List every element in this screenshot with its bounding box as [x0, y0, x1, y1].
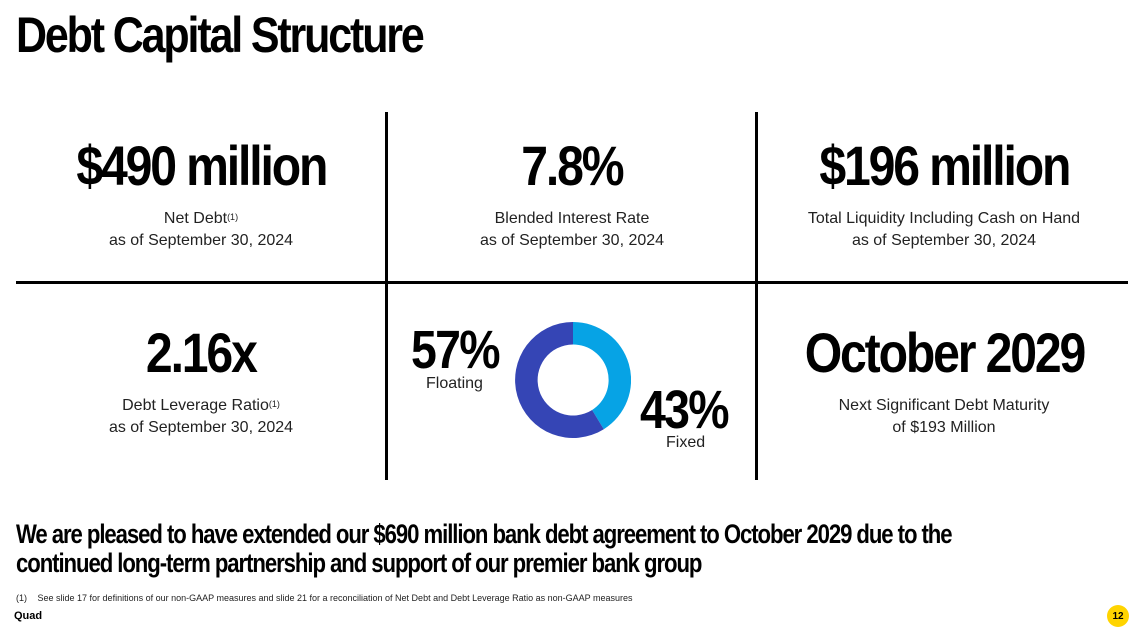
headline-statement: We are pleased to have extended our $690… — [16, 519, 953, 578]
metric-sublabel: as of September 30, 2024 — [479, 232, 665, 249]
grid-divider-vertical-2 — [755, 112, 758, 480]
metric-blended-interest-rate: 7.8% Blended Interest Rate as of Septemb… — [388, 138, 756, 252]
floating-percent: 57% — [411, 320, 501, 380]
metric-sublabel: as of September 30, 2024 — [108, 232, 294, 249]
grid-divider-horizontal — [16, 281, 1128, 284]
metric-debt-leverage-ratio: 2.16x Debt Leverage Ratio(1) as of Septe… — [16, 325, 386, 439]
metric-value: $490 million — [76, 134, 328, 197]
metric-value: 7.8% — [521, 134, 624, 197]
metric-net-debt: $490 million Net Debt(1) as of September… — [16, 138, 386, 252]
metric-next-debt-maturity: October 2029 Next Significant Debt Matur… — [758, 325, 1130, 439]
debt-mix-donut-chart — [515, 322, 631, 438]
metric-label: Blended Interest Rate — [494, 210, 650, 227]
metric-label: Next Significant Debt Maturity — [838, 397, 1050, 414]
floating-label: Floating — [426, 375, 483, 392]
metric-total-liquidity: $196 million Total Liquidity Including C… — [758, 138, 1130, 252]
footnote-number: (1) — [16, 593, 27, 603]
footnote-ref: (1) — [268, 399, 280, 409]
metric-sublabel: as of September 30, 2024 — [108, 419, 294, 436]
metric-sublabel: of $193 Million — [892, 419, 996, 436]
footnote-text: See slide 17 for definitions of our non-… — [37, 593, 633, 603]
metric-value: $196 million — [819, 134, 1071, 197]
metric-sublabel: as of September 30, 2024 — [851, 232, 1037, 249]
page-number-badge: 12 — [1107, 605, 1129, 627]
slide-title: Debt Capital Structure — [16, 7, 425, 63]
metric-label: Total Liquidity Including Cash on Hand — [807, 210, 1081, 227]
metric-label: Debt Leverage Ratio — [122, 397, 269, 414]
metric-value: 2.16x — [146, 321, 258, 384]
brand-logo: Quad — [14, 610, 43, 622]
footnote: (1) See slide 17 for definitions of our … — [16, 593, 633, 603]
fixed-percent: 43% — [640, 380, 730, 440]
donut-segment-floating — [515, 322, 604, 438]
metric-label: Net Debt — [163, 210, 228, 227]
metric-value: October 2029 — [804, 321, 1086, 384]
grid-divider-vertical-1 — [385, 112, 388, 480]
footnote-ref: (1) — [227, 212, 239, 222]
fixed-label: Fixed — [666, 434, 706, 451]
donut-segment-fixed — [573, 322, 631, 430]
